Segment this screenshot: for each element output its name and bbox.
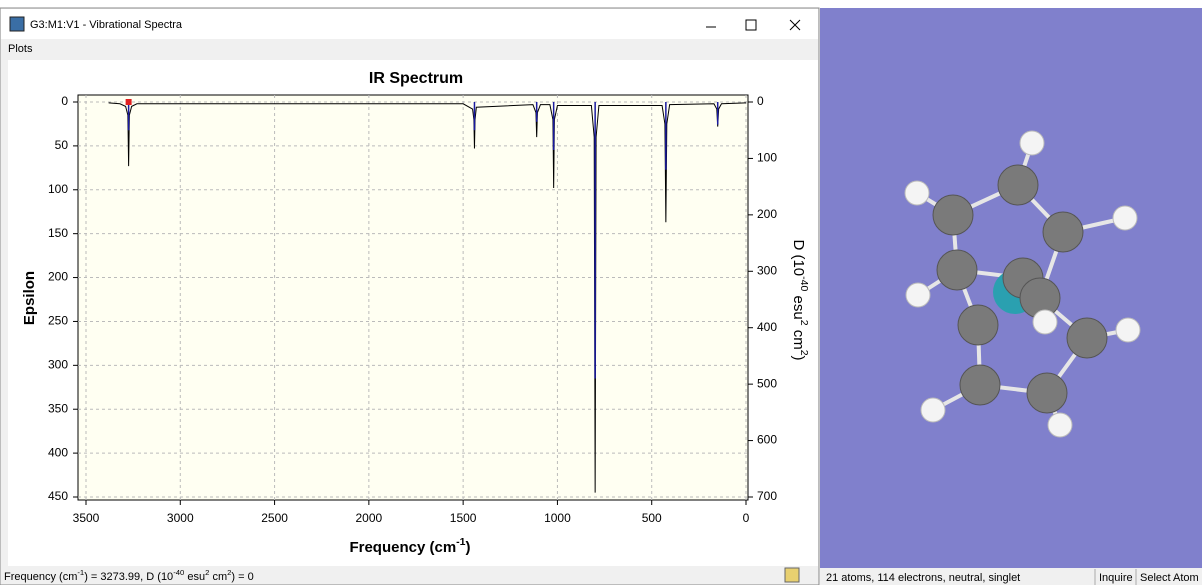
- x-axis-label: Frequency (cm-1): [349, 536, 470, 556]
- hydrogen-atom: [1033, 310, 1057, 334]
- window-title: G3:M1:V1 - Vibrational Spectra: [30, 19, 183, 31]
- text-part: -1: [77, 568, 84, 577]
- y-tick-label: 150: [48, 226, 68, 240]
- plot-area: [78, 95, 748, 500]
- y2-tick-label: 500: [757, 376, 777, 390]
- y-tick-label: 0: [61, 94, 68, 108]
- text-part: -1: [456, 536, 465, 548]
- text-part: cm: [790, 326, 807, 350]
- carbon-atom: [958, 305, 998, 345]
- y2-tick-label: 0: [757, 94, 764, 108]
- text-part: esu: [790, 291, 807, 319]
- carbon-atom: [1067, 318, 1107, 358]
- carbon-atom: [998, 165, 1038, 205]
- y2-tick-label: 600: [757, 433, 777, 447]
- text-part: esu: [184, 571, 205, 583]
- hydrogen-atom: [905, 181, 929, 205]
- hydrogen-atom: [1116, 318, 1140, 342]
- y-tick-label: 50: [55, 138, 69, 152]
- text-part: ) = 0: [231, 571, 253, 583]
- y2-tick-label: 400: [757, 320, 777, 334]
- y-tick-label: 100: [48, 182, 68, 196]
- page: {"window": {"title": "G3:M1:V1 - Vibrati…: [0, 0, 1202, 585]
- carbon-atom: [937, 250, 977, 290]
- text-part: Frequency (cm: [4, 571, 77, 583]
- selection-marker: [126, 99, 132, 105]
- carbon-atom: [1027, 373, 1067, 413]
- x-tick-label: 1500: [450, 511, 477, 525]
- y-axis-label: Epsilon: [21, 271, 38, 325]
- chart-title: IR Spectrum: [369, 70, 463, 87]
- selection-status: Select Atom 1: [1140, 572, 1202, 584]
- text-part: D (10: [790, 239, 807, 276]
- mode-button[interactable]: Inquire: [1099, 572, 1133, 584]
- x-tick-label: 3500: [73, 511, 100, 525]
- text-part: -40: [173, 568, 184, 577]
- text-part: ) = 3273.99, D (10: [84, 571, 173, 583]
- carbon-atom: [960, 365, 1000, 405]
- text-part: Frequency (cm: [349, 539, 456, 556]
- menu-item[interactable]: Plots: [8, 43, 33, 55]
- y2-tick-label: 300: [757, 263, 777, 277]
- hydrogen-atom: [1048, 413, 1072, 437]
- y-tick-label: 250: [48, 314, 68, 328]
- y-tick-label: 300: [48, 358, 68, 372]
- y-tick-label: 350: [48, 401, 68, 415]
- y2-tick-label: 200: [757, 207, 777, 221]
- y-tick-label: 400: [48, 445, 68, 459]
- carbon-atom: [1043, 212, 1083, 252]
- hydrogen-atom: [1113, 206, 1137, 230]
- hydrogen-atom: [906, 283, 930, 307]
- x-tick-label: 3000: [167, 511, 194, 525]
- x-tick-label: 1000: [544, 511, 571, 525]
- y2-axis-label: D (10-40 esu2 cm2): [790, 239, 810, 360]
- y-tick-label: 450: [48, 489, 68, 503]
- screen: 21 atoms, 114 electrons, neutral, single…: [0, 0, 1202, 585]
- hydrogen-atom: [921, 398, 945, 422]
- y2-tick-label: 100: [757, 151, 777, 165]
- x-tick-label: 500: [642, 511, 662, 525]
- viewer-status: 21 atoms, 114 electrons, neutral, single…: [826, 572, 1020, 584]
- text-part: ): [790, 356, 807, 361]
- x-tick-label: 2500: [261, 511, 288, 525]
- x-tick-label: 0: [743, 511, 750, 525]
- app-icon: [10, 17, 24, 31]
- y2-tick-label: 700: [757, 489, 777, 503]
- text-part: -40: [798, 276, 810, 291]
- text-part: ): [466, 539, 471, 556]
- help-icon[interactable]: [785, 568, 799, 582]
- y-tick-label: 200: [48, 270, 68, 284]
- x-tick-label: 2000: [356, 511, 383, 525]
- carbon-atom: [933, 195, 973, 235]
- text-part: cm: [209, 571, 227, 583]
- hydrogen-atom: [1020, 131, 1044, 155]
